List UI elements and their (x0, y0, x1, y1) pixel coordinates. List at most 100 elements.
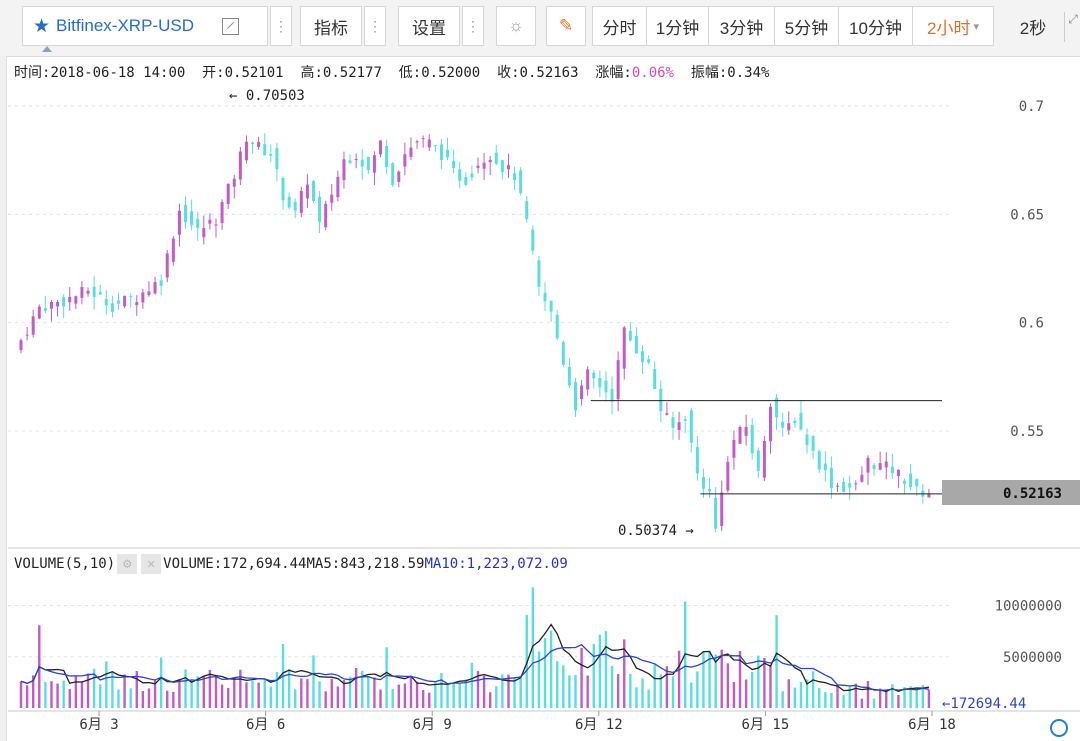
volume-bar (677, 650, 681, 708)
ma5-line (20, 623, 930, 693)
refresh-interval[interactable]: 2秒 (1010, 6, 1056, 46)
candle-body (336, 176, 340, 198)
volume-bar (629, 673, 632, 708)
volume-bar (769, 665, 772, 708)
theme-toggle-button[interactable]: ☼ (496, 6, 536, 46)
candle-body (214, 224, 218, 226)
volume-bar (641, 678, 644, 708)
period-tab[interactable]: 5分钟 (774, 6, 838, 46)
left-scrollbar[interactable] (0, 56, 7, 741)
change-label: 涨幅: (595, 65, 632, 81)
volume-bar (763, 658, 766, 708)
handle-icon[interactable]: ⋮ (364, 6, 386, 46)
open-value: 0.52101 (224, 65, 284, 81)
volume-bar (421, 689, 425, 708)
volume-bar (50, 681, 53, 708)
candle-body (671, 417, 675, 428)
level-lines (590, 400, 942, 495)
volume-indicator-name: VOLUME(5,10) (14, 556, 116, 572)
candle-body (43, 308, 47, 311)
candle-body (415, 141, 419, 143)
volume-bar (866, 681, 870, 708)
candle-body (811, 436, 815, 451)
candle-body (677, 422, 681, 430)
time-tick-label: 6月 9 (413, 717, 452, 733)
volume-bar (519, 675, 522, 708)
volume-bar (854, 683, 857, 708)
star-icon[interactable]: ★ (33, 15, 51, 37)
volume-bar (830, 692, 833, 708)
volume-bars (19, 587, 931, 708)
candle-body (720, 492, 724, 526)
gear-icon[interactable]: ⚙ (117, 554, 138, 574)
candle-body (129, 296, 133, 298)
volume-bar (263, 678, 266, 708)
fullscreen-icon[interactable]: ⤢ (1064, 12, 1080, 42)
settings-label: 设置 (412, 18, 446, 38)
volume-info: VOLUME(5,10) ⚙ ✕ VOLUME: 172,694.44 MA5: 84… (14, 554, 568, 574)
close-value: 0.52163 (519, 65, 579, 81)
collapse-toggle-icon[interactable] (42, 46, 52, 52)
candles (19, 133, 931, 533)
candle-body (318, 196, 322, 222)
volume-bar (568, 675, 571, 708)
ma10-line (20, 643, 929, 691)
candle-body (49, 302, 53, 309)
volume-bar (860, 698, 864, 708)
volume-bar (336, 686, 340, 708)
candle-body (726, 461, 730, 491)
candle-body (458, 169, 462, 181)
candle-body (19, 340, 23, 351)
volume-bar (488, 692, 492, 708)
volume-bar (891, 684, 894, 708)
handle-icon[interactable]: ⋮ (270, 6, 292, 46)
candle-body (348, 160, 352, 164)
volume-bar (452, 682, 455, 708)
volume-bar (214, 675, 218, 708)
handle-icon[interactable]: ⋮ (462, 6, 484, 46)
volume-bar (428, 692, 431, 708)
volume-bar (446, 684, 449, 708)
close-icon[interactable]: ✕ (141, 554, 162, 574)
period-tab[interactable]: 3分钟 (708, 6, 774, 46)
period-tab[interactable]: 1分钟 (646, 6, 708, 46)
candle-body (184, 204, 188, 223)
period-tab[interactable]: 分时 (592, 6, 646, 46)
volume-bar (714, 654, 717, 708)
time-tick-label: 6月 12 (575, 717, 623, 733)
candle-body (890, 466, 894, 474)
volume-bar (373, 677, 376, 708)
candle-body (634, 335, 638, 354)
period-tab[interactable]: 10分钟 (838, 6, 912, 46)
high-marker: ← 0.70503 (229, 88, 305, 104)
candle-body (110, 303, 114, 312)
volume-bar (592, 644, 595, 708)
volume-bar (342, 680, 346, 708)
volume-bar (141, 690, 145, 708)
settings-button[interactable]: 设置 (398, 6, 460, 46)
amplitude-value: 0.34% (727, 65, 770, 81)
volume-bar (31, 675, 35, 708)
volume-bar (708, 650, 711, 708)
candle-body (555, 314, 559, 339)
ma10-label: MA10: (424, 556, 467, 572)
volume-bar (233, 677, 236, 708)
chart-toolbar: ★ Bitfinex-XRP-USD ⋮ 指标 ⋮ 设置 ⋮ ☼ ✎ 分时 1分… (0, 0, 1080, 57)
candle-body (56, 302, 60, 307)
candle-body (287, 196, 291, 208)
indicator-button[interactable]: 指标 (300, 6, 362, 46)
candle-body (244, 141, 248, 161)
candle-body (391, 163, 395, 186)
period-tab-active[interactable]: 2小时 ▾ (912, 6, 994, 46)
volume-bar (915, 687, 918, 708)
candle-body (689, 410, 693, 443)
draw-button[interactable]: ✎ (546, 6, 586, 46)
candle-body (31, 316, 35, 335)
volume-bar (306, 679, 309, 708)
external-link-icon[interactable] (221, 17, 239, 35)
candle-body (519, 170, 523, 194)
volume-bar (507, 674, 510, 708)
candle-body (275, 147, 279, 170)
volume-bar (190, 679, 193, 708)
symbol-selector[interactable]: ★ Bitfinex-XRP-USD (22, 6, 268, 46)
